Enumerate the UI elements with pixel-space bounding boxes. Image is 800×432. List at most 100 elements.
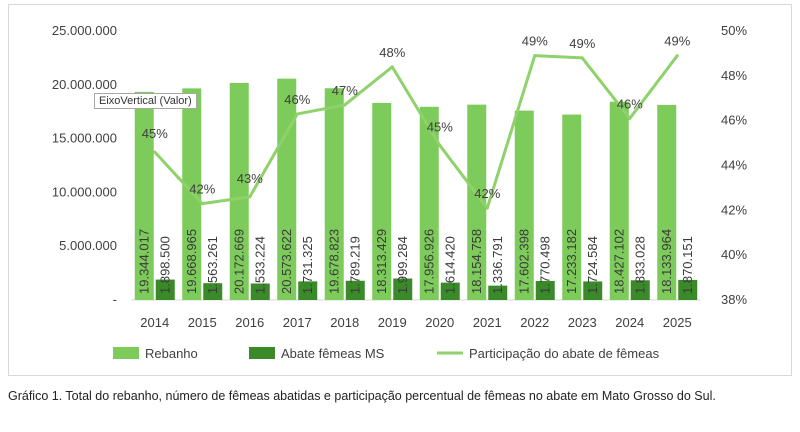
line-point-participacao: [580, 56, 584, 60]
legend-layer: Rebanho Abate fêmeas MS Participação do ab…: [113, 346, 660, 361]
data-label-abate-femeas: 1.789.219: [347, 236, 362, 294]
data-label-abate-femeas: 1.724.584: [585, 236, 600, 294]
data-label-rebanho: 19.668.965: [184, 229, 199, 294]
x-tick-label: 2020: [425, 315, 454, 330]
data-label-participacao: 42%: [189, 182, 215, 197]
figure-caption: Gráfico 1. Total do rebanho, número de f…: [8, 389, 716, 403]
legend-label: Abate fêmeas MS: [281, 346, 385, 361]
bar-rebanho: [372, 102, 392, 300]
bar-abate-femeas: [250, 283, 270, 300]
x-tick-label: 2024: [615, 315, 644, 330]
line-point-participacao: [438, 143, 442, 147]
axes-layer: - 5.000.000 10.000.000 15.000.000 20.000.000…: [52, 23, 748, 330]
data-label-abate-femeas: 1.898.500: [157, 236, 172, 294]
data-label-abate-femeas: 1.870.151: [680, 236, 695, 294]
data-label-rebanho: 20.172.669: [231, 229, 246, 294]
x-tick-label: 2017: [283, 315, 312, 330]
bars-layer: 19.344.017 1.898.500 19.668.965 1.563.261 20…: [134, 78, 698, 301]
line-point-participacao: [200, 202, 204, 206]
data-label-participacao: 49%: [664, 34, 690, 49]
data-label-rebanho: 18.313.429: [374, 229, 389, 294]
y-left-tick-label: 25.000.000: [52, 23, 117, 38]
data-label-rebanho: 17.956.926: [421, 229, 436, 294]
bar-rebanho: [419, 106, 439, 300]
y-left-tick-label: 20.000.000: [52, 77, 117, 92]
bar-abate-femeas: [678, 279, 698, 300]
bar-rebanho: [229, 82, 249, 301]
data-label-rebanho: 19.344.017: [136, 229, 151, 294]
data-label-participacao: 42%: [474, 186, 500, 201]
data-label-abate-femeas: 1.563.261: [205, 236, 220, 294]
bar-abate-femeas: [203, 283, 223, 300]
line-point-participacao: [390, 65, 394, 69]
bar-abate-femeas: [298, 281, 318, 300]
x-tick-label: 2022: [520, 315, 549, 330]
bar-rebanho: [562, 114, 582, 301]
data-label-abate-femeas: 1.999.284: [395, 236, 410, 294]
data-label-rebanho: 17.233.182: [564, 229, 579, 294]
line-point-participacao: [295, 112, 299, 116]
line-participacao: [153, 54, 679, 210]
y-left-tick-label: 10.000.000: [52, 184, 117, 199]
bar-rebanho: [514, 110, 534, 300]
legend-swatch-rebanho: [113, 347, 139, 359]
y-right-tick-label: 46%: [721, 113, 747, 128]
y-right-tick-label: 42%: [721, 202, 747, 217]
data-label-abate-femeas: 1.336.791: [490, 236, 505, 294]
data-label-abate-femeas: 1.533.224: [252, 236, 267, 294]
bar-rebanho: [657, 104, 677, 301]
x-tick-label: 2025: [663, 315, 692, 330]
bar-rebanho: [324, 88, 344, 301]
data-label-participacao: 48%: [379, 45, 405, 60]
data-label-rebanho: 19.678.823: [326, 229, 341, 294]
data-label-abate-femeas: 1.770.498: [537, 236, 552, 294]
data-label-participacao: 45%: [142, 126, 168, 141]
bar-abate-femeas: [583, 281, 603, 300]
bar-abate-femeas: [630, 280, 650, 300]
line-point-participacao: [343, 103, 347, 107]
chart-frame: - 5.000.000 10.000.000 15.000.000 20.000.000…: [8, 4, 792, 376]
bar-rebanho: [467, 104, 487, 300]
data-label-rebanho: 18.133.964: [659, 229, 674, 294]
line-layer: 45% 42% 43% 46% 47% 48% 45% 42% 49% 49% 46% 49%: [142, 34, 691, 210]
bar-abate-femeas: [345, 280, 365, 300]
y-right-tick-label: 40%: [721, 247, 747, 262]
data-label-rebanho: 20.573.622: [279, 229, 294, 294]
data-label-participacao: 49%: [522, 34, 548, 49]
data-label-participacao: 49%: [569, 36, 595, 51]
x-tick-label: 2023: [568, 315, 597, 330]
data-label-participacao: 46%: [284, 92, 310, 107]
data-label-participacao: 43%: [237, 171, 263, 186]
chart-svg: - 5.000.000 10.000.000 15.000.000 20.000.000…: [52, 23, 748, 361]
line-point-participacao: [248, 195, 252, 199]
x-tick-label: 2016: [235, 315, 264, 330]
y-right-tick-label: 50%: [721, 23, 747, 38]
bar-rebanho: [609, 101, 629, 300]
data-label-abate-femeas: 1.731.325: [300, 236, 315, 294]
x-tick-label: 2019: [378, 315, 407, 330]
x-tick-label: 2015: [188, 315, 217, 330]
y-left-tick-label: 15.000.000: [52, 131, 117, 146]
data-label-rebanho: 18.427.102: [611, 229, 626, 294]
data-label-rebanho: 17.602.398: [516, 229, 531, 294]
y-right-tick-label: 38%: [721, 292, 747, 307]
bar-abate-femeas: [535, 280, 555, 300]
bar-abate-femeas: [155, 279, 175, 300]
data-label-participacao: 47%: [332, 83, 358, 98]
y-left-tick-label: 5.000.000: [59, 238, 117, 253]
bar-rebanho: [134, 91, 154, 301]
bar-abate-femeas: [393, 278, 413, 300]
data-label-abate-femeas: 1.833.028: [632, 236, 647, 294]
y-right-tick-label: 48%: [721, 68, 747, 83]
line-point-participacao: [485, 206, 489, 210]
bar-abate-femeas: [488, 285, 508, 300]
y-right-tick-label: 44%: [721, 158, 747, 173]
data-label-participacao: 46%: [617, 96, 643, 111]
legend-swatch-abate-femeas: [249, 347, 275, 359]
bar-rebanho: [277, 78, 297, 300]
bar-abate-femeas: [440, 282, 460, 300]
line-point-participacao: [533, 54, 537, 58]
legend-label: Participação do abate de fêmeas: [469, 346, 660, 361]
data-label-rebanho: 18.154.758: [469, 229, 484, 294]
y-left-tick-label: -: [113, 292, 117, 307]
